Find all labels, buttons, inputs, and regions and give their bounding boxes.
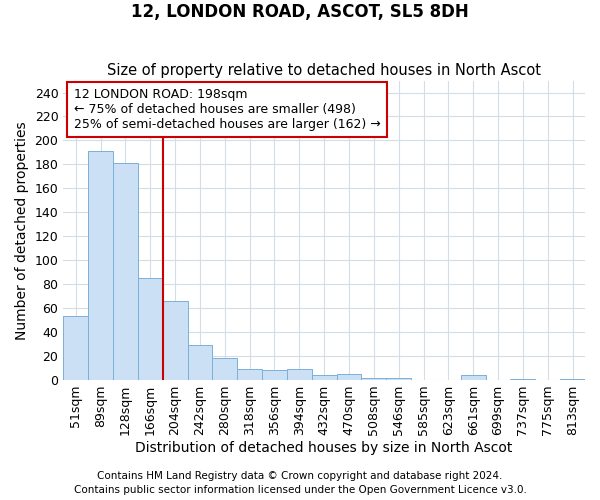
Title: Size of property relative to detached houses in North Ascot: Size of property relative to detached ho…: [107, 63, 541, 78]
Text: 12 LONDON ROAD: 198sqm
← 75% of detached houses are smaller (498)
25% of semi-de: 12 LONDON ROAD: 198sqm ← 75% of detached…: [74, 88, 380, 131]
Bar: [262, 370, 287, 380]
Bar: [237, 369, 262, 380]
Y-axis label: Number of detached properties: Number of detached properties: [15, 121, 29, 340]
Bar: [461, 375, 485, 380]
X-axis label: Distribution of detached houses by size in North Ascot: Distribution of detached houses by size …: [136, 441, 513, 455]
Bar: [560, 379, 585, 380]
Bar: [312, 375, 337, 380]
Text: Contains HM Land Registry data © Crown copyright and database right 2024.
Contai: Contains HM Land Registry data © Crown c…: [74, 471, 526, 495]
Bar: [63, 316, 88, 380]
Bar: [188, 345, 212, 380]
Bar: [511, 379, 535, 380]
Bar: [163, 301, 188, 380]
Bar: [287, 369, 312, 380]
Bar: [88, 151, 113, 380]
Bar: [386, 378, 411, 380]
Bar: [113, 163, 138, 380]
Bar: [337, 374, 361, 380]
Text: 12, LONDON ROAD, ASCOT, SL5 8DH: 12, LONDON ROAD, ASCOT, SL5 8DH: [131, 2, 469, 21]
Bar: [138, 278, 163, 380]
Bar: [212, 358, 237, 380]
Bar: [361, 378, 386, 380]
